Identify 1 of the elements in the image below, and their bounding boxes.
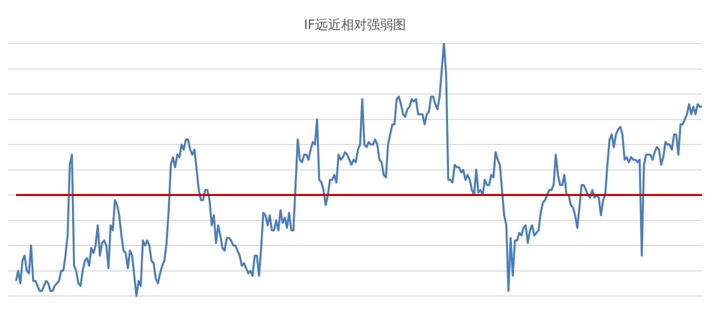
chart-title: IF远近相对强弱图 <box>304 18 406 34</box>
